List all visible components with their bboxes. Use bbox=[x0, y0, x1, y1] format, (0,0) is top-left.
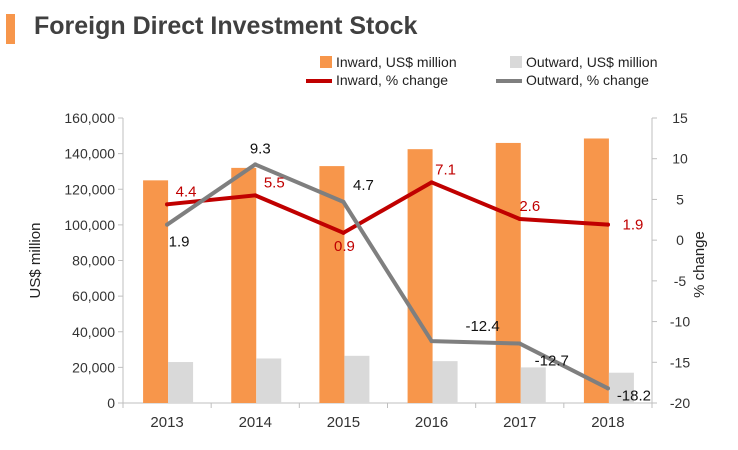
legend-label-outward-bar: Outward, US$ million bbox=[526, 54, 658, 70]
y-left-tick-label: 20,000 bbox=[72, 359, 115, 375]
point-inward-change bbox=[253, 193, 258, 198]
point-outward-change bbox=[429, 339, 434, 344]
data-label-inward-change: 4.4 bbox=[176, 183, 197, 200]
bar-outward bbox=[344, 355, 370, 403]
legend-swatch-inward-bar bbox=[320, 56, 332, 68]
y-left-tick-label: 100,000 bbox=[64, 217, 115, 233]
data-label-outward-change: -18.2 bbox=[617, 387, 651, 404]
data-label-outward-change: 9.3 bbox=[250, 140, 271, 157]
y-right-tick-label: 10 bbox=[672, 151, 688, 167]
x-tick-label: 2017 bbox=[503, 414, 536, 431]
point-outward-change bbox=[253, 162, 258, 167]
y-right-tick-label: 0 bbox=[676, 232, 684, 248]
y-right-tick-label: 5 bbox=[676, 191, 684, 207]
bar-outward bbox=[520, 367, 546, 403]
x-tick-label: 2013 bbox=[150, 414, 183, 431]
data-label-inward-change: 0.9 bbox=[334, 238, 355, 255]
bar-inward bbox=[319, 166, 345, 403]
y-left-tick-label: 80,000 bbox=[72, 253, 115, 269]
point-outward-change bbox=[341, 199, 346, 204]
bar-outward bbox=[608, 372, 634, 403]
x-tick-label: 2018 bbox=[591, 414, 624, 431]
y-left-tick-label: 60,000 bbox=[72, 288, 115, 304]
line-inward-change bbox=[165, 180, 610, 235]
line-outward-change bbox=[165, 162, 610, 391]
data-label-inward-change: 2.6 bbox=[519, 198, 540, 215]
legend-swatch-outward-line bbox=[496, 79, 522, 83]
point-inward-change bbox=[605, 222, 610, 227]
y-right-tick-label: 15 bbox=[672, 110, 688, 126]
legend-swatch-inward-line bbox=[306, 79, 332, 83]
legend-label-inward-line: Inward, % change bbox=[336, 72, 449, 88]
y-right-tick-label: -15 bbox=[670, 354, 690, 370]
bar-inward bbox=[583, 138, 609, 403]
y-left-tick-label: 40,000 bbox=[72, 324, 115, 340]
data-label-outward-change: -12.7 bbox=[535, 353, 569, 370]
title-accent-bar bbox=[6, 14, 15, 44]
y-right-tick-label: -5 bbox=[674, 273, 687, 289]
point-inward-change bbox=[517, 216, 522, 221]
legend-swatch-outward-bar bbox=[510, 56, 522, 68]
y-axis-title-right: % change bbox=[691, 231, 708, 298]
y-axis-title-left: US$ million bbox=[27, 223, 44, 299]
bar-outward bbox=[432, 361, 458, 403]
data-label-inward-change: 1.9 bbox=[622, 217, 643, 234]
point-outward-change bbox=[605, 386, 610, 391]
point-inward-change bbox=[429, 180, 434, 185]
legend-label-outward-line: Outward, % change bbox=[526, 72, 649, 88]
point-inward-change bbox=[341, 230, 346, 235]
y-left-tick-label: 140,000 bbox=[64, 146, 115, 162]
bar-outward bbox=[256, 358, 282, 403]
bar-inward bbox=[495, 142, 521, 403]
y-left-tick-label: 160,000 bbox=[64, 110, 115, 126]
point-outward-change bbox=[165, 222, 170, 227]
y-right-tick-label: -20 bbox=[670, 395, 690, 411]
bar-inward bbox=[231, 167, 257, 403]
point-outward-change bbox=[517, 341, 522, 346]
y-left-tick-label: 0 bbox=[107, 395, 115, 411]
bar-outward bbox=[168, 362, 194, 403]
y-right-tick-label: -10 bbox=[670, 314, 690, 330]
point-inward-change bbox=[165, 202, 170, 207]
x-tick-label: 2015 bbox=[327, 414, 360, 431]
page-title: Foreign Direct Investment Stock bbox=[34, 12, 418, 40]
data-label-outward-change: -12.4 bbox=[465, 318, 499, 335]
data-label-inward-change: 5.5 bbox=[264, 174, 285, 191]
bar-inward bbox=[143, 180, 169, 403]
data-label-outward-change: 1.9 bbox=[169, 234, 190, 251]
data-label-outward-change: 4.7 bbox=[353, 177, 374, 194]
y-left-tick-label: 120,000 bbox=[64, 181, 115, 197]
x-tick-label: 2014 bbox=[239, 414, 272, 431]
x-tick-label: 2016 bbox=[415, 414, 448, 431]
legend-label-inward-bar: Inward, US$ million bbox=[336, 54, 457, 70]
data-label-inward-change: 7.1 bbox=[435, 161, 456, 178]
